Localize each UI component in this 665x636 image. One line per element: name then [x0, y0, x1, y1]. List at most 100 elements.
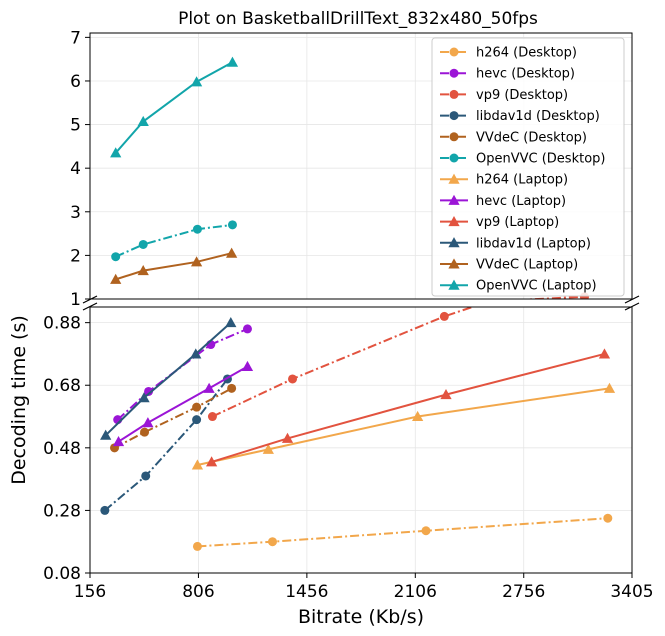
series-line [212, 309, 605, 324]
legend-marker [449, 153, 459, 163]
data-point [192, 415, 202, 425]
data-point [282, 315, 293, 325]
data-point [138, 309, 149, 319]
series-line [117, 327, 248, 421]
data-point [203, 382, 215, 393]
legend-entry-label: VVdeC (Laptop) [476, 258, 578, 273]
data-point [192, 318, 203, 328]
data-point [227, 309, 236, 318]
x-tick-label: 2106 [394, 582, 437, 602]
legend-entry-label: libdav1d (Desktop) [476, 109, 600, 124]
y-tick-label-lower: 0.28 [43, 501, 81, 521]
data-point [142, 417, 154, 428]
series-line [115, 252, 232, 281]
series-line [104, 321, 232, 437]
data-point [227, 383, 237, 393]
legend-entry-label: OpenVVC (Desktop) [476, 152, 605, 167]
data-point [603, 513, 613, 523]
series-line [119, 310, 248, 320]
data-point [111, 252, 121, 262]
series-line [197, 387, 610, 467]
y-tick-label-upper: 4 [70, 159, 81, 179]
data-point [208, 313, 217, 322]
lower-plot-frame [89, 306, 633, 574]
y-tick-label-lower: 0.88 [43, 314, 81, 334]
data-point [440, 388, 452, 400]
lower-plot-series [100, 307, 616, 551]
data-point [192, 313, 201, 322]
y-tick-label-upper: 6 [70, 72, 81, 92]
x-axis-label: Bitrate (Kb/s) [298, 606, 424, 628]
data-point [281, 432, 294, 443]
data-point [144, 309, 153, 318]
data-point [226, 56, 239, 67]
legend-entry-label: VVdeC (Desktop) [476, 130, 587, 145]
data-point [268, 537, 278, 547]
legend-marker [448, 173, 460, 184]
data-point [142, 313, 153, 323]
data-point [225, 317, 237, 328]
series-line [117, 365, 248, 443]
x-tick-label: 1456 [285, 582, 328, 602]
data-point [603, 382, 616, 393]
data-point [193, 331, 202, 340]
data-point [288, 308, 297, 317]
series-line [212, 307, 476, 418]
y-tick-label-lower: 0.68 [43, 376, 81, 396]
data-point [207, 412, 217, 422]
data-point [192, 402, 202, 412]
series-line [115, 223, 233, 258]
legend-entry-label: libdav1d (Laptop) [476, 236, 591, 251]
y-tick-label-upper: 1 [70, 290, 81, 310]
legend-entry-label: vp9 (Laptop) [476, 215, 559, 230]
data-point [412, 312, 423, 322]
legend-marker [449, 89, 459, 99]
data-point [288, 374, 298, 384]
data-point [141, 471, 151, 481]
data-point [112, 435, 125, 447]
data-point [137, 265, 149, 276]
data-point [190, 348, 202, 359]
data-point [268, 330, 277, 339]
data-point [192, 312, 201, 321]
data-point [439, 311, 449, 321]
y-tick-label-upper: 2 [70, 246, 81, 266]
legend-entry-label: h264 (Laptop) [476, 173, 568, 188]
legend-marker [449, 68, 459, 78]
data-point [205, 456, 218, 467]
data-point [412, 410, 424, 422]
data-point [203, 308, 214, 318]
data-point [192, 541, 202, 551]
y-tick-label-upper: 3 [70, 203, 81, 223]
x-tick-label: 806 [182, 582, 214, 602]
data-point [227, 220, 237, 230]
data-point [110, 147, 122, 158]
data-point [110, 273, 122, 284]
data-point [100, 429, 112, 440]
data-point [144, 386, 154, 396]
legend-marker [449, 47, 459, 57]
data-point [421, 329, 430, 338]
series-line [105, 312, 228, 330]
data-point [138, 239, 148, 249]
data-point [190, 76, 203, 87]
legend-marker [448, 279, 460, 290]
y-tick-label-lower: 0.48 [43, 439, 81, 459]
legend-entry-label: hevc (Desktop) [476, 67, 575, 82]
legend-entry-label: h264 (Desktop) [476, 46, 577, 61]
data-point [206, 318, 217, 328]
x-tick-label: 2756 [502, 582, 545, 602]
legend-box [431, 37, 625, 297]
series-line [197, 517, 608, 548]
legend-marker [448, 258, 460, 269]
data-point [113, 313, 122, 322]
upper-plot-series [105, 56, 612, 340]
data-point [223, 308, 232, 317]
y-tick-label-upper: 5 [70, 116, 81, 136]
data-point [603, 327, 612, 336]
axis-ticks: 156 806 1456 2106 2756 3405 1 2 3 4 5 6 7 0.08 0.28 0.4… [43, 28, 653, 602]
data-point [226, 247, 238, 258]
y-tick-label-lower: 0.08 [43, 564, 81, 584]
data-point [263, 316, 274, 326]
upper-plot-frame [89, 32, 633, 300]
